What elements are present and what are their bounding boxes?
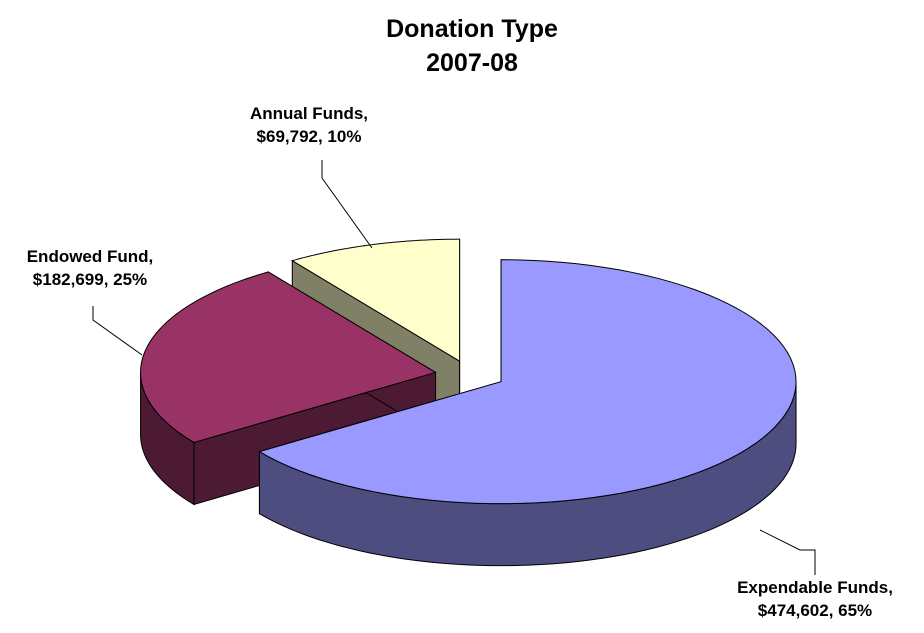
- leader-line: [321, 160, 373, 249]
- data-label-line: Annual Funds,: [250, 104, 368, 123]
- slice: [258, 259, 797, 505]
- leader-line: [759, 529, 816, 575]
- data-label-line: $474,602, 65%: [758, 601, 872, 620]
- data-label: Endowed Fund, $182,699, 25%: [27, 247, 154, 289]
- data-label-line: $69,792, 10%: [257, 127, 362, 146]
- data-label: Annual Funds, $69,792, 10%: [250, 104, 368, 146]
- leader-line: [92, 306, 143, 356]
- slice: [140, 271, 437, 443]
- data-label-line: Endowed Fund,: [27, 247, 154, 266]
- data-label-line: $182,699, 25%: [33, 270, 147, 289]
- chart-title: Donation Type: [386, 15, 558, 43]
- data-label: Expendable Funds, $474,602, 65%: [737, 578, 893, 620]
- data-label-line: Expendable Funds,: [737, 578, 893, 597]
- chart-subtitle: 2007-08: [426, 49, 518, 77]
- slice: [291, 238, 461, 363]
